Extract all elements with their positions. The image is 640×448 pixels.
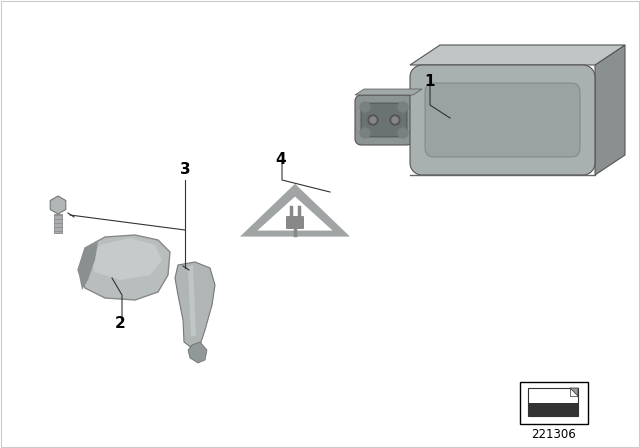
Text: 1: 1 xyxy=(425,74,435,90)
Polygon shape xyxy=(78,235,170,300)
Polygon shape xyxy=(570,388,578,396)
Polygon shape xyxy=(355,95,413,145)
Polygon shape xyxy=(595,45,625,175)
FancyBboxPatch shape xyxy=(286,216,304,229)
Circle shape xyxy=(360,128,370,138)
Polygon shape xyxy=(257,197,333,231)
Bar xyxy=(520,382,588,424)
Polygon shape xyxy=(355,89,422,95)
Circle shape xyxy=(392,117,398,123)
Polygon shape xyxy=(410,65,595,175)
Polygon shape xyxy=(175,262,215,348)
Polygon shape xyxy=(410,45,625,65)
Circle shape xyxy=(398,102,408,112)
Circle shape xyxy=(368,115,378,125)
Text: 3: 3 xyxy=(180,161,190,177)
Bar xyxy=(528,403,578,416)
Polygon shape xyxy=(188,342,207,363)
Circle shape xyxy=(398,128,408,138)
Polygon shape xyxy=(78,242,98,290)
Circle shape xyxy=(360,102,370,112)
Polygon shape xyxy=(188,265,196,337)
Polygon shape xyxy=(425,83,580,157)
Polygon shape xyxy=(50,196,66,214)
Text: 4: 4 xyxy=(276,152,286,168)
Text: 2: 2 xyxy=(115,315,125,331)
Polygon shape xyxy=(90,238,162,280)
Circle shape xyxy=(370,117,376,123)
Polygon shape xyxy=(54,214,62,233)
Text: 221306: 221306 xyxy=(532,428,577,441)
Polygon shape xyxy=(361,103,407,137)
Circle shape xyxy=(390,115,400,125)
Bar xyxy=(528,388,578,416)
Polygon shape xyxy=(240,184,350,237)
